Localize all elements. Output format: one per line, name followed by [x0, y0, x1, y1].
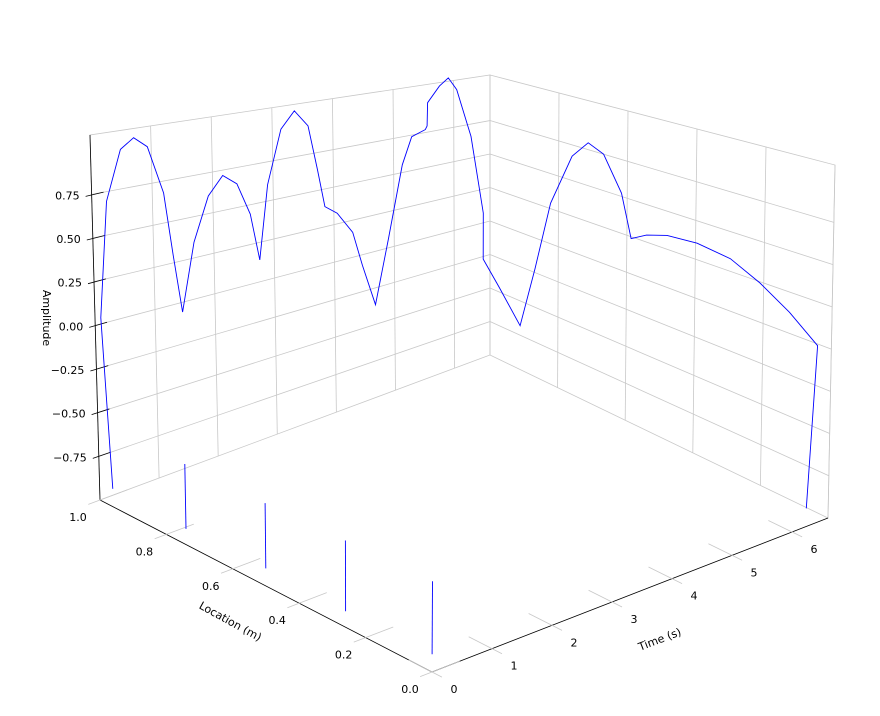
grid-line — [332, 98, 337, 413]
x-tick — [708, 543, 743, 561]
z-tick-label: −0.50 — [52, 408, 86, 421]
grid-line — [624, 110, 629, 421]
x-tick-label: 3 — [631, 613, 638, 626]
grid-line — [489, 287, 830, 434]
y-tick-label: 0.4 — [268, 614, 286, 627]
x-tick-label: 0 — [451, 683, 458, 696]
data-line — [184, 463, 187, 529]
z-tick — [89, 321, 108, 328]
grid-line — [92, 153, 491, 239]
grid-line — [91, 120, 491, 195]
z-tick — [91, 408, 110, 416]
x-tick — [528, 613, 563, 631]
grid-line — [489, 120, 834, 223]
data-line — [264, 503, 267, 569]
z-tick — [90, 365, 109, 372]
y-tick — [154, 523, 194, 540]
y-tick — [353, 626, 394, 643]
z-tick — [86, 235, 105, 241]
x-axis-label: Time (s) — [636, 625, 683, 654]
z-axis — [89, 134, 101, 501]
grid-line — [150, 125, 160, 479]
y-tick-label: 0.6 — [202, 580, 220, 593]
grid-line — [489, 254, 831, 392]
y-tick — [88, 489, 128, 505]
pane-back-left — [89, 74, 491, 501]
y-axis — [99, 499, 433, 673]
grid-line — [692, 128, 698, 453]
grid-line — [453, 80, 455, 369]
grid-line — [392, 89, 396, 391]
x-tick — [648, 566, 683, 585]
x-tick-label: 1 — [511, 660, 518, 673]
x-tick-label: 6 — [811, 543, 818, 556]
grid-line — [557, 92, 560, 388]
pane-back-right — [489, 74, 836, 519]
grid-line — [96, 254, 491, 370]
x-tick — [408, 659, 443, 678]
x-tick-label: 2 — [571, 636, 578, 649]
z-tick — [87, 278, 107, 285]
x-tick — [468, 636, 503, 655]
grid-line — [95, 220, 491, 326]
y-tick-label: 0.0 — [401, 683, 419, 696]
data-line — [100, 77, 819, 509]
y-tick — [287, 592, 327, 609]
grid-line — [98, 321, 491, 457]
grid-line — [489, 187, 833, 308]
grid-line — [210, 116, 219, 457]
y-tick — [220, 558, 261, 574]
y-tick-label: 0.8 — [136, 545, 154, 558]
x-tick — [588, 589, 623, 608]
z-tick-label: −0.25 — [51, 364, 85, 377]
grid-line — [827, 164, 836, 519]
grid-line — [760, 146, 767, 486]
z-tick-label: 0.75 — [55, 189, 80, 202]
z-tick-label: 0.00 — [59, 320, 84, 333]
grid-line — [489, 153, 834, 266]
x-tick-label: 5 — [751, 566, 758, 579]
y-axis-label: Location (m) — [197, 599, 264, 644]
grid-line — [97, 287, 491, 414]
x-tick — [768, 520, 803, 538]
z-tick — [85, 191, 104, 197]
x-tick-label: 4 — [691, 590, 698, 603]
y-tick-label: 1.0 — [69, 511, 87, 524]
z-tick — [92, 451, 111, 459]
grid-line — [489, 220, 832, 350]
y-tick — [419, 660, 460, 677]
z-tick-label: 0.50 — [56, 233, 81, 246]
grid-line — [93, 187, 491, 283]
x-axis — [431, 517, 829, 673]
z-tick-label: −0.75 — [53, 451, 87, 464]
z-tick-label: 0.25 — [58, 277, 83, 290]
y-tick-label: 0.2 — [335, 649, 353, 662]
z-axis-label: Amplitude — [40, 290, 53, 347]
grid-line — [489, 321, 830, 477]
